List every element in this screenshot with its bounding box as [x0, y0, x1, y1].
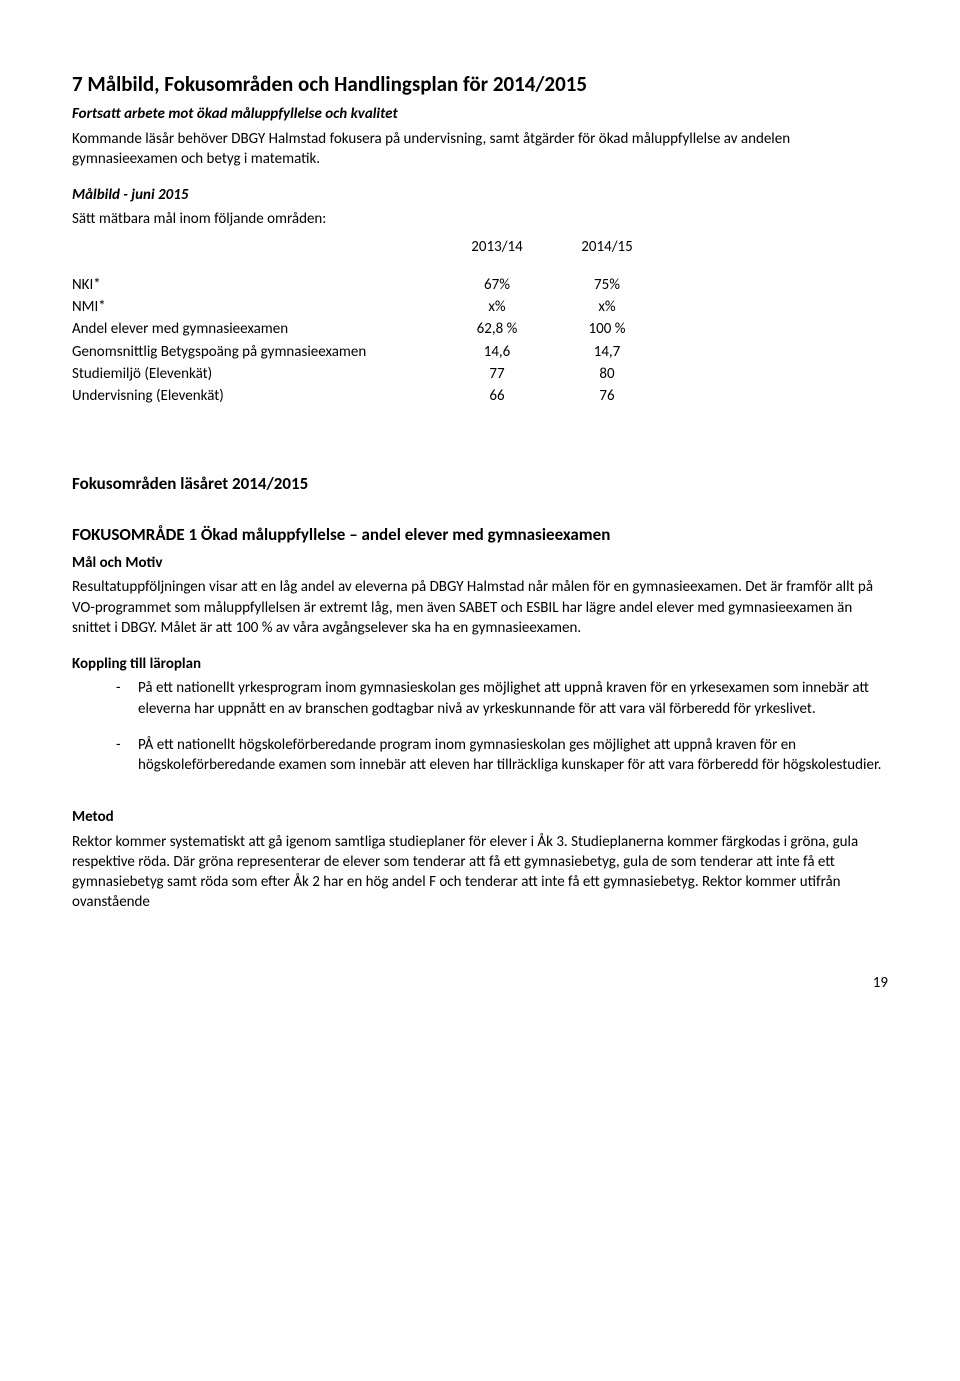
row-label: Andel elever med gymnasieexamen — [72, 318, 442, 340]
koppling-list: På ett nationellt yrkesprogram inom gymn… — [72, 678, 888, 775]
table-row: NMI* x% x% — [72, 296, 662, 318]
row-c2: 14,7 — [552, 341, 662, 363]
metod-text: Rektor kommer systematiskt att gå igenom… — [72, 832, 888, 913]
row-label: Undervisning (Elevenkät) — [72, 385, 442, 407]
intro-subtitle: Fortsatt arbete mot ökad måluppfyllelse … — [72, 104, 888, 124]
row-c2: 80 — [552, 363, 662, 385]
row-label: Genomsnittlig Betygspoäng på gymnasieexa… — [72, 341, 442, 363]
list-item-text: PÅ ett nationellt högskoleförberedande p… — [138, 736, 881, 774]
koppling-block: Koppling till läroplan På ett nationellt… — [72, 654, 888, 775]
metod-heading: Metod — [72, 807, 888, 827]
koppling-heading: Koppling till läroplan — [72, 654, 888, 674]
mal-motiv-text: Resultatuppföljningen visar att en låg a… — [72, 577, 888, 638]
page-number: 19 — [72, 973, 888, 993]
row-c2: 100 % — [552, 318, 662, 340]
malbild-heading: Målbild - juni 2015 — [72, 185, 888, 205]
malbild-subtext: Sätt mätbara mål inom följande områden: — [72, 209, 888, 229]
list-item: På ett nationellt yrkesprogram inom gymn… — [116, 678, 888, 719]
table-row: Genomsnittlig Betygspoäng på gymnasieexa… — [72, 341, 662, 363]
intro-text: Kommande läsår behöver DBGY Halmstad fok… — [72, 129, 888, 170]
intro-block: Fortsatt arbete mot ökad måluppfyllelse … — [72, 104, 888, 169]
table-row: Andel elever med gymnasieexamen 62,8 % 1… — [72, 318, 662, 340]
table-header-blank — [72, 236, 442, 258]
metod-block: Metod Rektor kommer systematiskt att gå … — [72, 807, 888, 912]
table-header-col1: 2013/14 — [442, 236, 552, 258]
row-c1: x% — [442, 296, 552, 318]
row-c1: 77 — [442, 363, 552, 385]
fokus-heading: Fokusområden läsåret 2014/2015 — [72, 473, 888, 496]
mal-motiv-block: Mål och Motiv Resultatuppföljningen visa… — [72, 553, 888, 638]
table-header-col2: 2014/15 — [552, 236, 662, 258]
list-item-text: På ett nationellt yrkesprogram inom gymn… — [138, 679, 869, 717]
row-label: Studiemiljö (Elevenkät) — [72, 363, 442, 385]
fokus1-heading: FOKUSOMRÅDE 1 Ökad måluppfyllelse – ande… — [72, 524, 888, 547]
malbild-section: Målbild - juni 2015 Sätt mätbara mål ino… — [72, 185, 888, 407]
row-c1: 66 — [442, 385, 552, 407]
table-row: Studiemiljö (Elevenkät) 77 80 — [72, 363, 662, 385]
table-row: Undervisning (Elevenkät) 66 76 — [72, 385, 662, 407]
row-c2: 75% — [552, 274, 662, 296]
table-row: NKI* 67% 75% — [72, 274, 662, 296]
mal-motiv-heading: Mål och Motiv — [72, 553, 888, 573]
row-c2: x% — [552, 296, 662, 318]
row-c1: 62,8 % — [442, 318, 552, 340]
row-label: NKI* — [72, 274, 442, 296]
row-c1: 67% — [442, 274, 552, 296]
row-c1: 14,6 — [442, 341, 552, 363]
row-label: NMI* — [72, 296, 442, 318]
list-item: PÅ ett nationellt högskoleförberedande p… — [116, 735, 888, 776]
goals-table: 2013/14 2014/15 NKI* 67% 75% NMI* x% x% … — [72, 236, 662, 408]
row-c2: 76 — [552, 385, 662, 407]
table-header-row: 2013/14 2014/15 — [72, 236, 662, 258]
page-title: 7 Målbild, Fokusområden och Handlingspla… — [72, 70, 888, 98]
